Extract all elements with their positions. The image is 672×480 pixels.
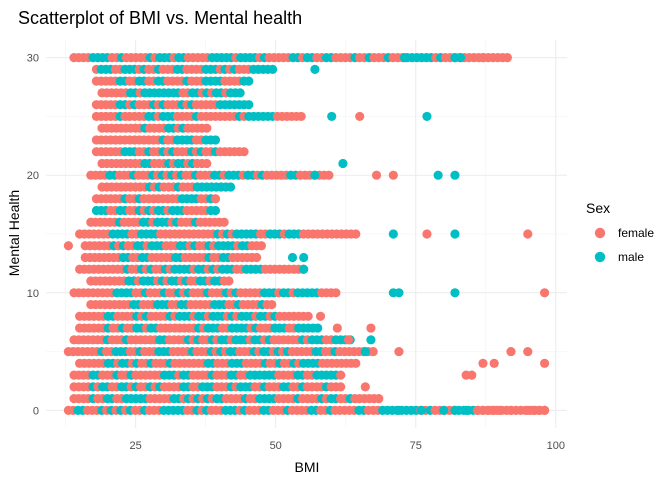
legend-label-female: female: [618, 226, 654, 240]
male-point: [310, 64, 320, 74]
female-point: [539, 288, 550, 298]
female-point: [239, 147, 249, 157]
female-point: [267, 299, 277, 310]
legend-label-male: male: [618, 250, 644, 264]
data-points: [63, 53, 550, 415]
female-point: [351, 229, 361, 239]
male-point: [225, 182, 236, 192]
male-point: [310, 170, 320, 180]
male-point: [360, 346, 370, 357]
male-point: [416, 405, 426, 415]
female-point: [256, 241, 267, 251]
female-point: [202, 158, 212, 169]
male-point: [450, 288, 460, 298]
male-point: [244, 76, 254, 86]
male-point: [455, 53, 466, 63]
female-point: [539, 405, 550, 415]
female-point: [324, 170, 334, 180]
male-point: [338, 158, 348, 169]
y-tick-label: 20: [27, 170, 39, 182]
female-point: [467, 370, 477, 380]
male-point: [313, 323, 323, 333]
male-point: [366, 335, 376, 345]
female-point: [422, 229, 432, 239]
male-point: [287, 252, 298, 263]
female-point: [332, 323, 342, 333]
legend-title: Sex: [586, 200, 610, 216]
female-point: [394, 346, 404, 357]
female-point: [252, 252, 262, 263]
x-tick-label: 75: [410, 440, 422, 452]
female-point: [210, 194, 221, 204]
male-point: [399, 53, 410, 63]
legend-key-female: [594, 227, 606, 239]
x-tick-label: 50: [270, 440, 282, 452]
female-point: [315, 311, 326, 321]
male-point: [450, 170, 460, 180]
male-point: [299, 252, 309, 263]
x-tick-label: 25: [130, 440, 142, 452]
chart-title: Scatterplot of BMI vs. Mental health: [18, 8, 302, 28]
female-point: [371, 170, 382, 180]
female-point: [368, 346, 378, 357]
male-point: [268, 64, 278, 74]
female-point: [388, 170, 398, 180]
male-point: [210, 205, 221, 216]
female-point: [523, 229, 533, 239]
legend: Sex female male: [586, 200, 654, 264]
female-point: [224, 276, 234, 286]
female-point: [360, 382, 370, 392]
male-point: [439, 405, 449, 415]
female-point: [539, 358, 550, 368]
legend-key-male: [594, 251, 606, 263]
female-point: [502, 53, 512, 63]
female-point: [495, 405, 505, 415]
male-point: [450, 405, 460, 415]
y-tick-label: 10: [27, 288, 39, 300]
female-point: [296, 111, 306, 122]
female-point: [355, 111, 365, 122]
y-tick-label: 30: [27, 53, 39, 65]
male-point: [422, 111, 432, 122]
x-tick-labels: 25 50 75 100: [130, 440, 565, 452]
female-point: [478, 53, 488, 63]
x-tick-label: 100: [547, 440, 565, 452]
y-axis-title: Mental Health: [6, 190, 22, 276]
male-point: [388, 229, 398, 239]
female-point: [374, 394, 384, 404]
male-point: [450, 229, 460, 239]
female-point: [219, 217, 229, 227]
female-point: [489, 358, 499, 368]
male-point: [433, 170, 443, 180]
x-axis-title: BMI: [295, 459, 320, 475]
female-point: [506, 346, 516, 357]
female-point: [343, 335, 354, 345]
male-point: [394, 288, 404, 298]
female-point: [336, 370, 346, 380]
female-point: [478, 358, 488, 368]
female-point: [506, 405, 516, 415]
female-point: [351, 358, 361, 368]
female-point: [336, 382, 346, 392]
female-point: [331, 288, 341, 298]
female-point: [523, 346, 533, 357]
male-point: [461, 405, 471, 415]
male-point: [210, 135, 221, 145]
male-point: [394, 405, 404, 415]
male-point: [299, 264, 309, 274]
male-point: [244, 100, 254, 110]
y-tick-labels: 0 10 20 30: [27, 53, 39, 418]
male-point: [327, 111, 337, 122]
female-point: [202, 123, 212, 133]
female-point: [366, 323, 376, 333]
female-point: [63, 241, 74, 251]
y-tick-label: 0: [33, 405, 39, 417]
male-point: [235, 88, 245, 98]
female-point: [303, 311, 313, 321]
